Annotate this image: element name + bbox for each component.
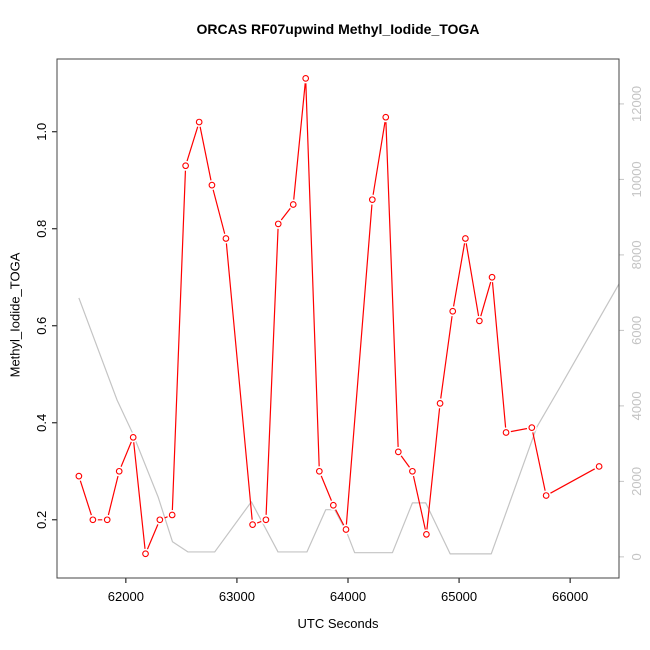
data-point-marker [436,400,444,407]
y-axis-right-tick-label: 12000 [629,86,644,122]
data-point-marker [382,113,390,121]
x-axis-title: UTC Seconds [297,616,379,631]
data-point-marker [409,467,416,475]
data-point-marker [195,118,203,126]
altitude-line [78,283,620,555]
data-point-marker [394,448,402,456]
data-point-marker [249,521,256,528]
y-axis-left-tick-label: 0.2 [34,511,49,529]
y-axis-right-tick-label: 4000 [629,391,644,420]
data-point-marker [488,273,496,281]
data-point-marker [289,201,297,208]
data-point-marker [502,429,510,436]
y-axis-right-tick-label: 6000 [629,316,644,345]
data-point-marker [222,235,230,242]
data-point-marker [168,511,176,519]
data-point-marker [75,472,83,480]
data-point-marker [528,424,536,431]
y-axis-left-tick-label: 1.0 [34,123,49,141]
data-point-marker [274,220,282,228]
methyl-iodide-line [78,77,600,555]
x-axis-tick-label: 64000 [330,589,366,604]
x-axis-tick-label: 65000 [441,589,477,604]
data-point-marker [103,516,111,524]
data-point-marker [302,75,310,82]
x-axis-tick-label: 66000 [552,589,588,604]
y-axis-left-tick-label: 0.6 [34,317,49,335]
chart-title: ORCAS RF07upwind Methyl_Iodide_TOGA [196,21,480,37]
y-axis-right-tick-label: 0 [629,553,644,560]
data-point-marker [342,526,350,533]
data-point-marker [315,467,323,475]
x-axis-tick-label: 63000 [219,589,255,604]
plot-box [56,58,620,579]
data-point-marker [156,516,164,524]
data-point-marker [129,433,137,441]
y-axis-right-tick-label: 2000 [629,467,644,496]
y-axis-right-tick-label: 8000 [629,240,644,269]
data-point-marker [182,162,189,170]
data-point-marker [329,501,337,509]
y-axis-left-tick-label: 0.8 [34,220,49,238]
data-point-marker [115,467,123,475]
data-point-marker [423,530,430,538]
y-axis-right-tick-label: 10000 [629,161,644,197]
data-point-marker [595,463,603,470]
data-point-marker [262,516,270,524]
data-point-marker [208,181,216,189]
y-axis-left-tick-label: 0.4 [34,414,49,432]
x-axis-tick-label: 62000 [108,589,144,604]
data-point-marker [368,196,376,204]
data-point-marker [449,307,457,315]
data-point-marker [142,550,149,558]
data-point-marker [462,235,469,242]
data-point-marker [476,317,483,325]
data-point-marker [89,516,97,524]
data-point-marker [542,492,550,499]
